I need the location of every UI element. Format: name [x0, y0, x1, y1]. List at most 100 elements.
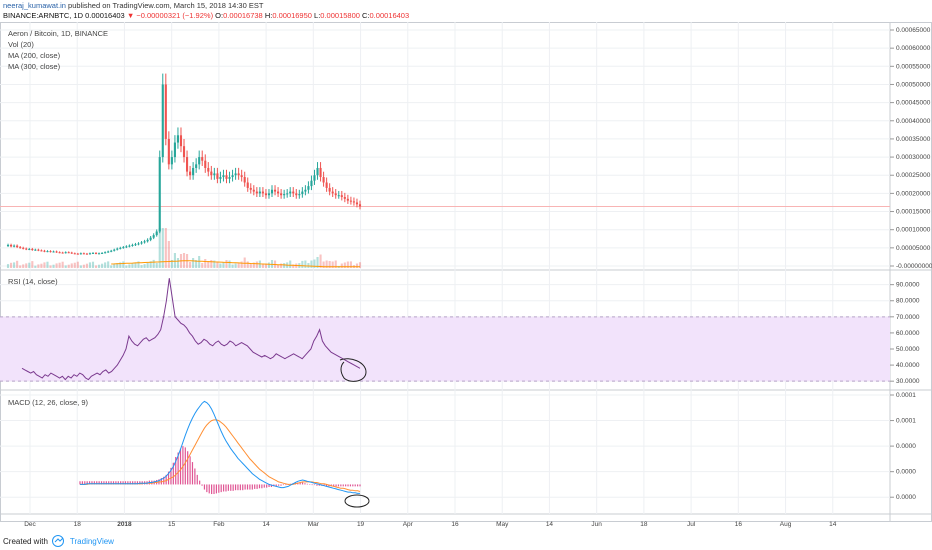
- time-axis[interactable]: Dec 18 2018 15 Feb 14 Mar 19 Apr 16 May 14 Jun 18 Jul 1…: [24, 521, 837, 528]
- candle-body: [249, 187, 252, 190]
- price-axis[interactable]: 0.00065000 0.00060000 0.00055000 0.00050000…: [890, 27, 932, 501]
- macd-histogram-bar: [117, 481, 119, 485]
- candle-body: [182, 146, 186, 158]
- time-tick-label: May: [496, 521, 509, 528]
- macd-histogram-bar: [79, 481, 81, 485]
- volume-bar: [358, 262, 362, 268]
- candle-body: [192, 167, 195, 176]
- volume-bar: [195, 260, 198, 268]
- macd-histogram-bar: [309, 484, 311, 485]
- candle-body: [189, 171, 192, 176]
- volume-bar: [40, 263, 43, 268]
- price-change: ▼ −0.00000321 (−1.92%): [126, 11, 214, 20]
- volume-bar: [313, 259, 316, 268]
- candle-body: [43, 250, 46, 252]
- volume-bar: [46, 261, 49, 268]
- grid-lines: [0, 22, 932, 522]
- volume-bar: [125, 265, 128, 268]
- macd-histogram-bar: [81, 481, 83, 485]
- last-price: 0.00016403: [85, 11, 125, 20]
- candle-body: [255, 191, 258, 194]
- candle-body: [97, 253, 101, 255]
- price-pane[interactable]: Aeron / Bitcoin, 1D, BINANCE Vol (20) MA…: [0, 29, 890, 268]
- macd-line: [80, 400, 360, 494]
- close-value: 0.00016403: [369, 11, 410, 20]
- macd-histogram-bar: [170, 467, 172, 485]
- macd-histogram-bar: [237, 484, 239, 491]
- macd-histogram-bar: [359, 484, 361, 487]
- annotations: [339, 358, 370, 508]
- candle-body: [146, 239, 149, 242]
- candle-body: [213, 173, 216, 176]
- candle-body: [161, 84, 164, 158]
- candle-body: [222, 175, 225, 178]
- candle-body: [19, 247, 22, 249]
- axis-tick-label: 0.00025000: [896, 172, 931, 179]
- candle-body: [334, 193, 337, 196]
- macd-histogram-bar: [347, 484, 349, 487]
- macd-histogram-bar: [222, 484, 225, 492]
- volume-bar: [19, 265, 22, 268]
- macd-histogram-bar: [227, 484, 229, 491]
- candle-body: [170, 157, 173, 165]
- volume-bar: [219, 263, 222, 268]
- candle-body: [313, 175, 316, 181]
- candle-body: [267, 193, 271, 196]
- candle-body: [140, 242, 143, 244]
- volume-bar: [283, 263, 286, 268]
- time-tick-label: 16: [451, 521, 459, 528]
- candle-body: [25, 248, 28, 250]
- macd-histogram-bar: [249, 484, 251, 490]
- macd-histogram-bar: [211, 484, 213, 495]
- candle-body: [179, 135, 183, 147]
- candle-body: [16, 245, 19, 248]
- volume-bar: [94, 265, 98, 268]
- macd-histogram-bar: [261, 484, 263, 489]
- candle-body: [304, 189, 307, 192]
- volume-bar: [28, 262, 31, 268]
- volume-bar: [82, 264, 85, 268]
- macd-histogram-bar: [132, 481, 134, 485]
- author-link[interactable]: neeraj_kumawat.in: [3, 1, 66, 10]
- candle-body: [286, 193, 289, 195]
- tradingview-brand[interactable]: TradingView: [69, 536, 114, 546]
- candle-body: [204, 160, 207, 168]
- macd-histogram-bar: [301, 482, 304, 485]
- volume-bar: [267, 262, 271, 268]
- volume-bar: [37, 264, 40, 268]
- macd-circle-annotation: [344, 494, 370, 508]
- macd-pane[interactable]: MACD (12, 26, close, 9): [8, 398, 361, 495]
- macd-histogram-bar: [316, 484, 318, 486]
- volume-bar: [307, 263, 310, 268]
- macd-histogram-bar: [160, 478, 162, 485]
- volume-bar: [355, 263, 359, 268]
- macd-histogram-bar: [206, 484, 208, 493]
- volume-bar: [131, 263, 134, 268]
- ohlc-line: BINANCE:ARNBTC, 1D 0.00016403 ▼ −0.00000…: [3, 11, 409, 21]
- volume-bar: [140, 265, 143, 268]
- chart-canvas[interactable]: Aeron / Bitcoin, 1D, BINANCE Vol (20) MA…: [0, 22, 932, 534]
- candle-body: [261, 191, 264, 194]
- open-value: 0.00016738: [223, 11, 263, 20]
- candle-body: [198, 157, 201, 165]
- volume-bar: [316, 257, 319, 268]
- volume-bar: [222, 262, 225, 268]
- axis-tick-label: 0.00005000: [896, 245, 931, 252]
- rsi-pane[interactable]: RSI (14, close): [0, 277, 890, 382]
- macd-histogram-bar: [306, 483, 308, 485]
- macd-histogram-bar: [177, 452, 179, 485]
- macd-histogram-bar: [218, 484, 220, 493]
- macd-histogram-bar: [258, 484, 261, 489]
- macd-histogram-bar: [86, 481, 88, 485]
- macd-histogram-bar: [184, 447, 186, 485]
- volume-bar: [304, 260, 307, 268]
- macd-histogram-bar: [213, 484, 215, 495]
- volume-bar: [97, 264, 101, 268]
- macd-histogram-bar: [120, 481, 122, 485]
- time-tick-label: 14: [546, 521, 554, 528]
- candle-body: [91, 252, 95, 254]
- macd-histogram-bar: [254, 484, 256, 489]
- macd-histogram-bar: [91, 481, 93, 485]
- candle-body: [337, 195, 340, 197]
- low-value: 0.00015800: [320, 11, 360, 20]
